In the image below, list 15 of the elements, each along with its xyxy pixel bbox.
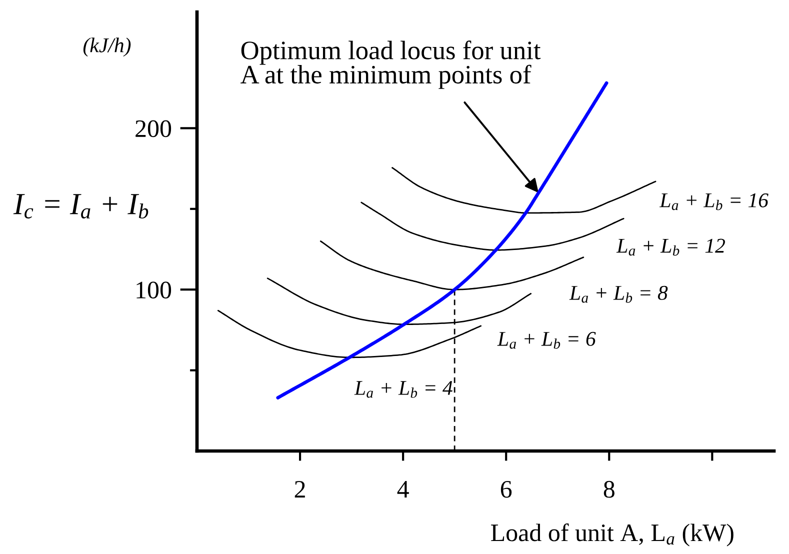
y-tick-label: 200	[136, 120, 172, 138]
y-tick-label: 100	[136, 282, 172, 299]
annotation: Optimum load locus for unit A at the minimum points of	[240, 40, 541, 89]
series-label: L$_{a}$ + L$_{b}$ = 12	[616, 238, 725, 256]
x-tick-label: 6	[500, 480, 512, 498]
x-tick-label: 8	[604, 480, 614, 498]
series-label: L$_{a}$ + L$_{b}$ = 4	[354, 381, 452, 398]
x-axis-title: Load of unit A, L$_{a}$ (kW)	[491, 523, 734, 546]
series-label: L$_{a}$ + L$_{b}$ = 16	[659, 193, 768, 210]
y-axis-title: I$_{c}$ = I$_{a}$ + I$_{b}$	[13, 194, 148, 219]
x-tick-label: 2	[294, 480, 305, 498]
series-label: L$_{a}$ + L$_{b}$ = 8	[569, 286, 668, 303]
text: (kJ/h)	[83, 38, 131, 57]
series-label: L$_{a}$ + L$_{b}$ = 6	[497, 332, 596, 349]
x-tick-label: 4	[397, 481, 409, 498]
